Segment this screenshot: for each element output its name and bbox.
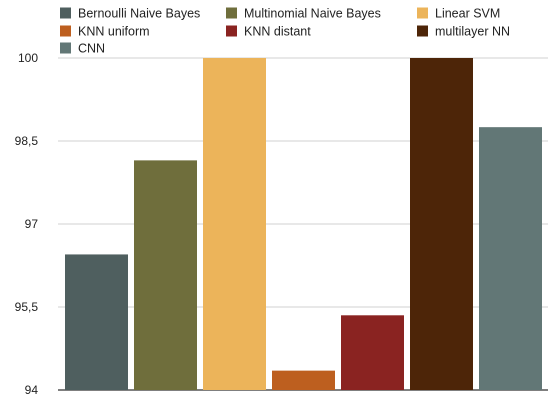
y-tick-label: 98,5 [15, 134, 39, 148]
legend-label: Multinomial Naive Bayes [244, 7, 381, 21]
legend-swatch [60, 42, 71, 54]
y-tick-label: 95,5 [15, 300, 39, 314]
legend-swatch [60, 7, 71, 19]
y-tick-label: 100 [18, 51, 38, 65]
bar [134, 160, 197, 390]
legend-label: multilayer NN [435, 25, 510, 39]
legend-label: KNN uniform [78, 25, 150, 39]
y-tick-label: 94 [25, 383, 39, 397]
legend: Bernoulli Naive Bayes Multinomial Naive B… [60, 7, 510, 56]
legend-swatch [417, 25, 428, 37]
bar [65, 254, 128, 390]
bar [341, 315, 404, 390]
y-tick-label: 97 [25, 217, 39, 231]
legend-swatch [60, 25, 71, 37]
legend-swatch [226, 7, 237, 19]
legend-swatch [417, 7, 428, 19]
bars [65, 58, 542, 391]
bar [203, 58, 266, 390]
y-axis: 94 95,5 97 98,5 100 [15, 51, 39, 397]
bar [410, 58, 473, 390]
legend-label: Bernoulli Naive Bayes [78, 7, 200, 21]
bar [272, 370, 335, 390]
grid-lines [58, 57, 548, 391]
bar [479, 127, 542, 391]
legend-swatch [226, 25, 237, 37]
legend-label: CNN [78, 42, 105, 56]
legend-label: Linear SVM [435, 7, 500, 21]
legend-label: KNN distant [244, 25, 311, 39]
